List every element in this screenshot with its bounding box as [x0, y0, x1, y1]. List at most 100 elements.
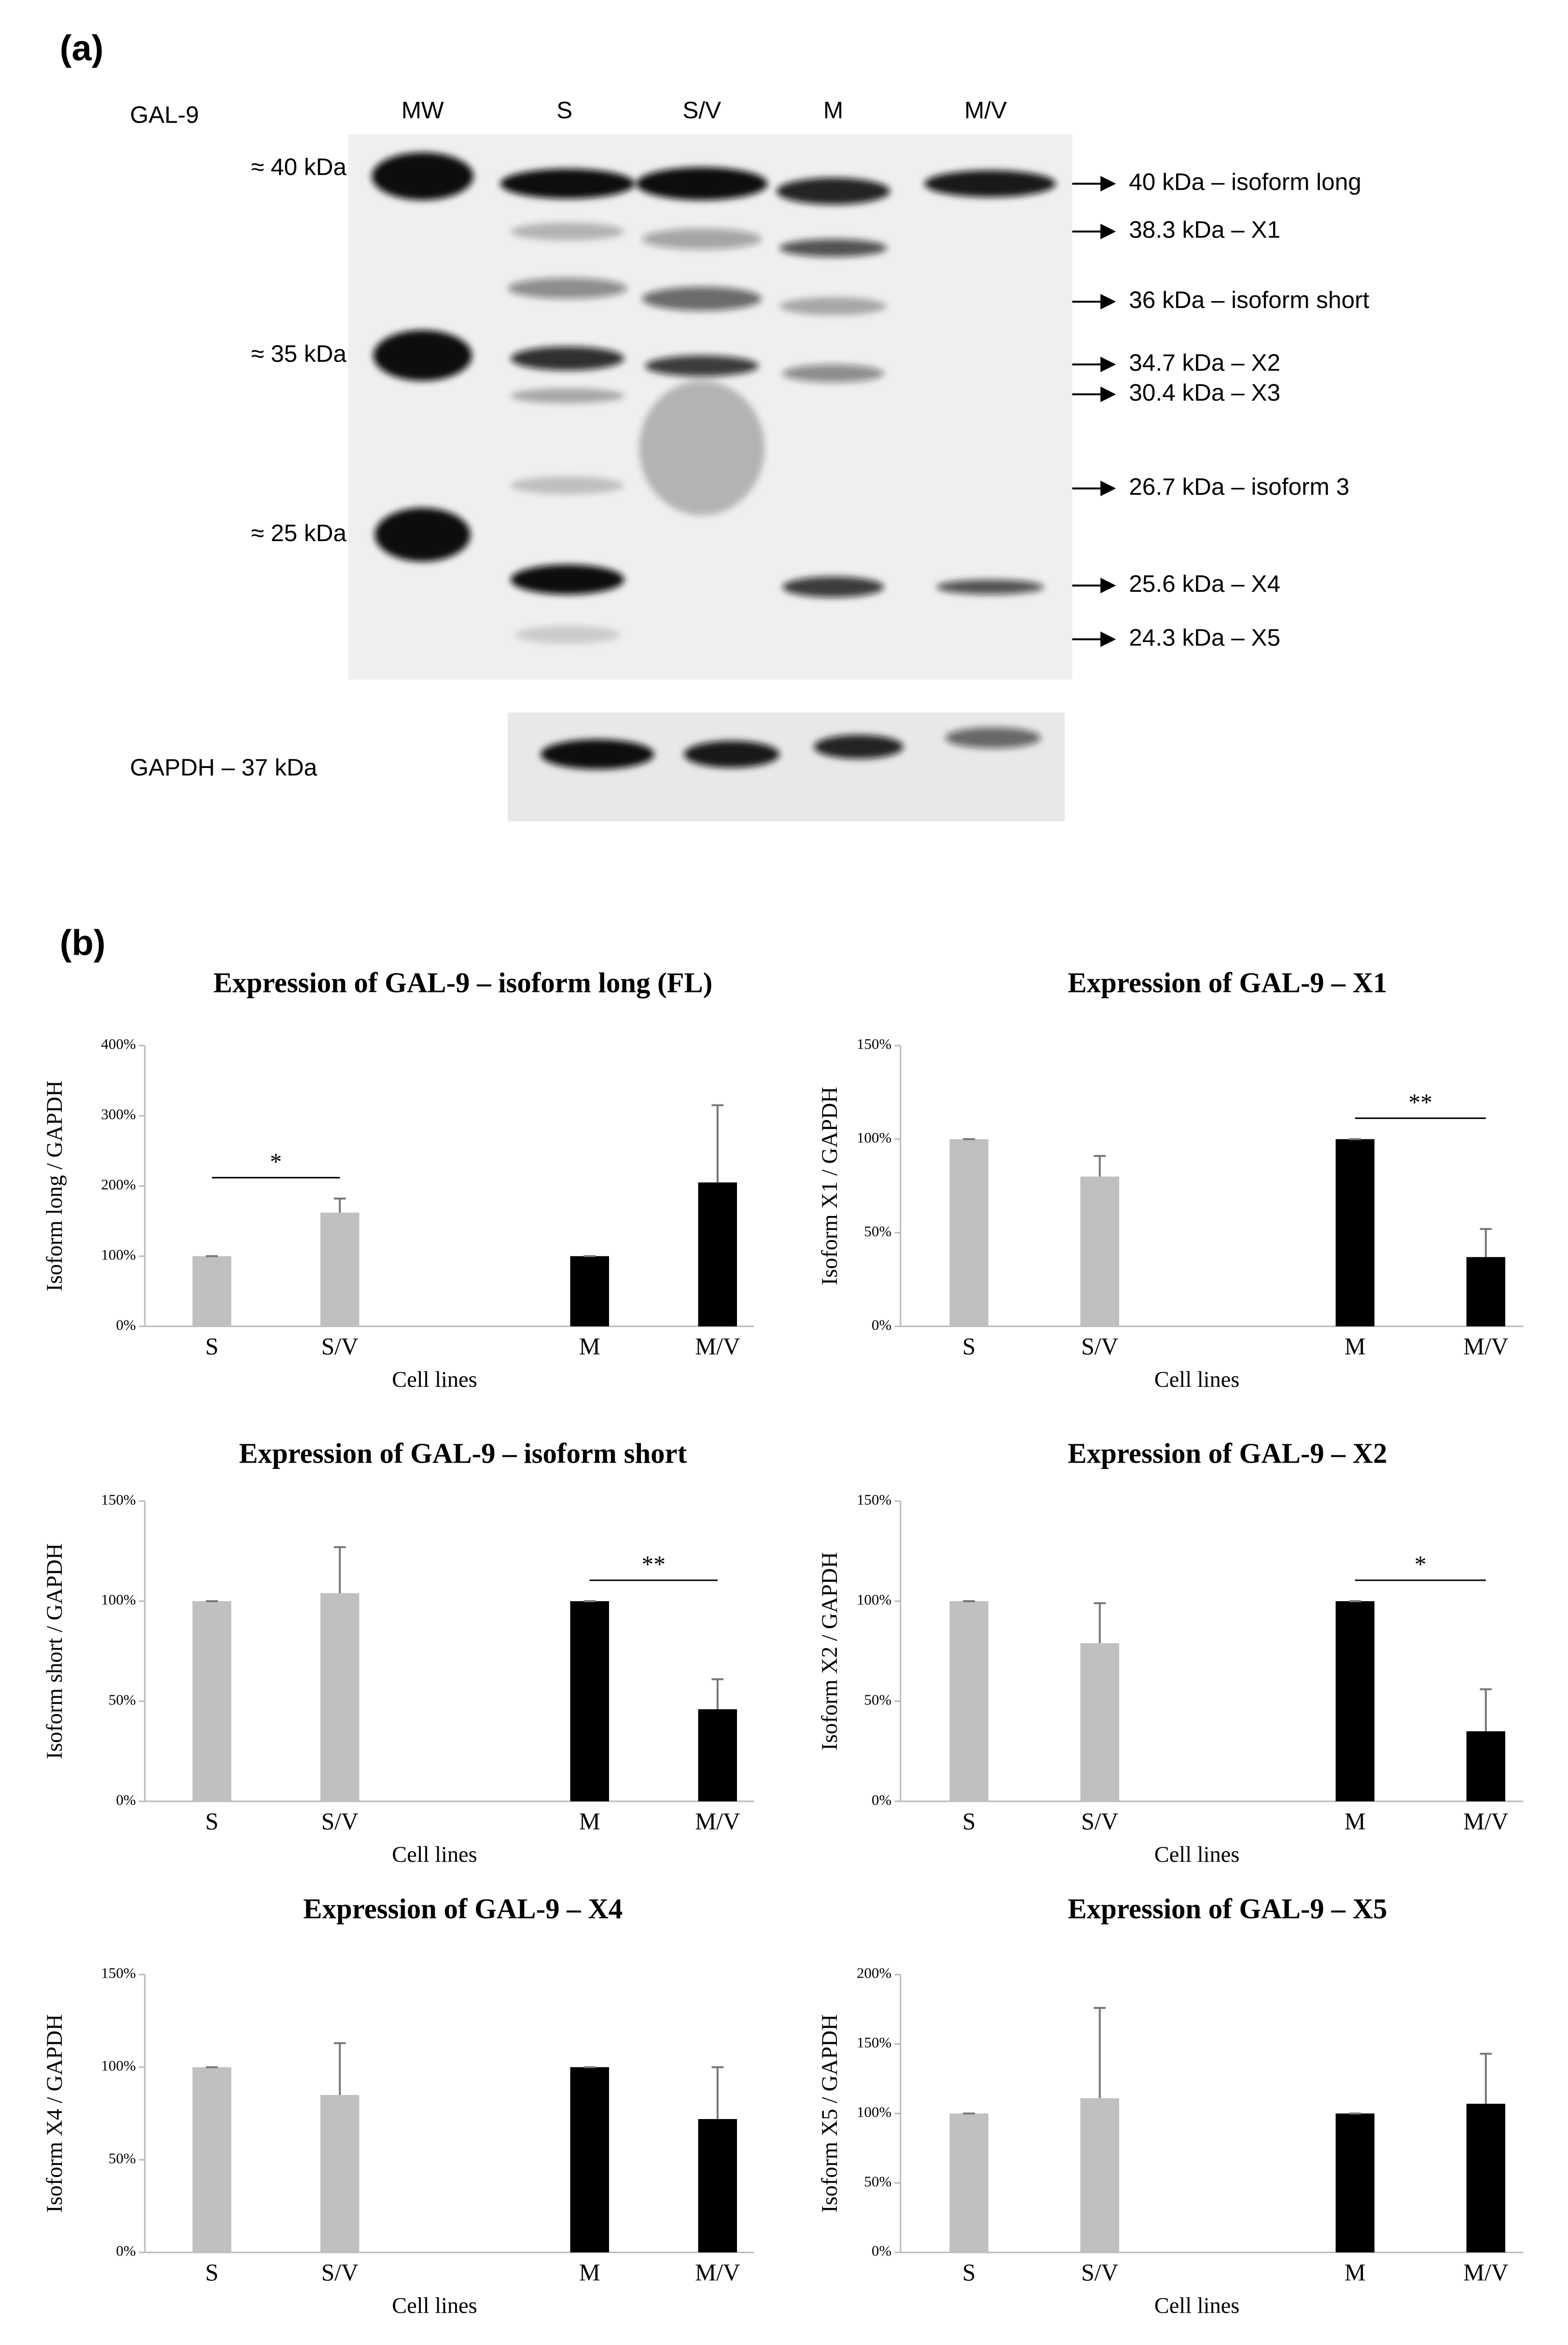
y-tick-label: 300%	[101, 1106, 136, 1123]
bar	[1080, 2098, 1119, 2253]
band-label: 40 kDa – isoform long	[1129, 169, 1361, 195]
band	[511, 346, 624, 371]
x-tick-label: M/V	[695, 2259, 740, 2286]
error-bar	[711, 1104, 724, 1183]
x-tick-label: S	[962, 1808, 976, 1834]
lane-label: M	[823, 97, 843, 124]
band	[500, 168, 635, 199]
y-tick-label: 200%	[101, 1176, 136, 1193]
band	[639, 381, 765, 516]
x-tick-label: S/V	[1081, 1808, 1118, 1834]
band	[511, 476, 624, 495]
bar	[570, 2067, 609, 2253]
y-tick-label: 100%	[101, 1591, 136, 1608]
y-axis-label: Isoform X1 / GAPDH	[818, 1087, 842, 1285]
bar	[192, 1256, 232, 1326]
band	[511, 388, 624, 404]
error-bar	[1480, 1228, 1492, 1257]
x-tick-label: M	[579, 2259, 600, 2286]
bar	[1335, 2113, 1375, 2253]
x-tick-label: M/V	[1463, 1333, 1509, 1359]
x-tick-label: M/V	[1463, 1808, 1509, 1834]
band-label: 24.3 kDa – X5	[1129, 624, 1280, 651]
band	[945, 727, 1041, 749]
bar	[698, 2119, 737, 2253]
y-tick-label: 100%	[857, 1129, 891, 1146]
band	[372, 152, 473, 200]
lane-label: M/V	[964, 97, 1007, 124]
chart-title: Expression of GAL-9 – X1	[1068, 967, 1388, 999]
y-tick-label: 0%	[116, 1316, 136, 1333]
band	[515, 626, 620, 644]
band-label: 38.3 kDa – X1	[1129, 217, 1280, 243]
chart-title: Expression of GAL-9 – isoform long (FL)	[213, 967, 712, 999]
bar	[949, 2113, 989, 2253]
band	[642, 228, 762, 250]
error-bar	[711, 1678, 724, 1709]
x-tick-label: S	[205, 2259, 219, 2286]
significance-label: *	[1415, 1551, 1427, 1577]
error-bar	[333, 1198, 346, 1213]
error-bar	[333, 1546, 346, 1593]
x-tick-label: M	[1345, 2259, 1366, 2286]
y-tick-label: 0%	[872, 1791, 891, 1808]
significance-label: *	[270, 1148, 282, 1175]
marker-label: ≈ 25 kDa	[251, 520, 347, 546]
bar	[1466, 2104, 1505, 2253]
y-axis-label: Isoform long / GAPDH	[42, 1080, 67, 1291]
band	[508, 278, 627, 299]
band	[814, 735, 904, 759]
bar	[320, 1593, 360, 1801]
x-axis-label: Cell lines	[1154, 2293, 1240, 2318]
band	[684, 740, 780, 768]
loading-label: GAPDH – 37 kDa	[130, 754, 317, 781]
y-tick-label: 50%	[864, 1223, 892, 1240]
bar	[698, 1709, 737, 1801]
bar	[192, 2067, 232, 2253]
band-label: 34.7 kDa – X2	[1129, 349, 1280, 376]
y-axis-label: Isoform X4 / GAPDH	[42, 2014, 67, 2213]
x-axis-label: Cell lines	[392, 1368, 477, 1392]
band	[642, 287, 762, 311]
band	[541, 739, 654, 769]
bar	[698, 1182, 737, 1326]
y-axis-label: Isoform X2 / GAPDH	[818, 1552, 842, 1750]
band	[779, 239, 888, 257]
x-tick-label: M/V	[1463, 2259, 1509, 2286]
x-tick-label: S	[205, 1333, 219, 1359]
x-tick-label: S/V	[321, 1333, 359, 1359]
band-label: 36 kDa – isoform short	[1129, 287, 1369, 313]
x-tick-label: S/V	[321, 1808, 359, 1834]
bar	[320, 1213, 360, 1326]
error-bar	[1094, 2007, 1106, 2098]
x-tick-label: S/V	[321, 2259, 359, 2286]
x-tick-label: M	[1345, 1333, 1366, 1359]
chart-title: Expression of GAL-9 – X5	[1068, 1893, 1388, 1925]
x-tick-label: M/V	[695, 1333, 740, 1359]
band-label: 30.4 kDa – X3	[1129, 379, 1280, 406]
marker-label: ≈ 35 kDa	[251, 341, 347, 367]
band	[779, 297, 888, 315]
band	[924, 170, 1056, 197]
x-tick-label: S/V	[1081, 1333, 1118, 1359]
bar	[1466, 1257, 1505, 1326]
error-bar	[1094, 1155, 1106, 1177]
y-tick-label: 150%	[857, 1035, 891, 1052]
y-tick-label: 100%	[857, 2103, 891, 2120]
y-tick-label: 150%	[857, 1491, 891, 1508]
significance-label: **	[642, 1551, 666, 1577]
y-tick-label: 0%	[116, 2242, 136, 2259]
error-bar	[333, 2042, 346, 2095]
band	[511, 564, 624, 595]
x-tick-label: S/V	[1081, 2259, 1118, 2286]
chart-title: Expression of GAL-9 – isoform short	[239, 1438, 687, 1469]
y-tick-label: 50%	[109, 2150, 136, 2166]
y-tick-label: 50%	[864, 2173, 892, 2190]
y-axis-label: Isoform X5 / GAPDH	[818, 2014, 842, 2213]
error-bar	[1094, 1602, 1106, 1644]
band	[511, 223, 624, 241]
x-axis-label: Cell lines	[392, 2293, 477, 2318]
marker-label: ≈ 40 kDa	[251, 154, 347, 181]
band	[375, 508, 471, 562]
